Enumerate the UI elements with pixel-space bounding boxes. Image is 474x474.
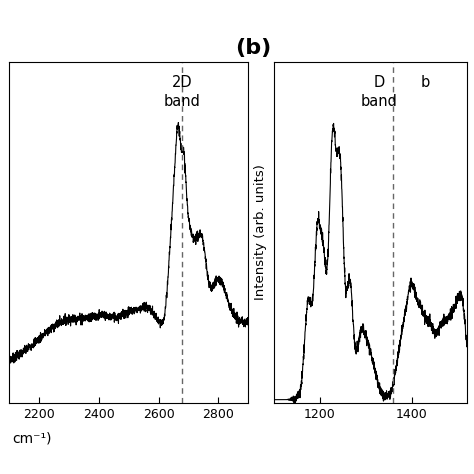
- Text: D
band: D band: [361, 75, 398, 109]
- Text: b: b: [421, 75, 430, 90]
- Text: (b): (b): [236, 38, 272, 58]
- Text: cm⁻¹): cm⁻¹): [12, 431, 51, 446]
- Text: 2D
band: 2D band: [164, 75, 201, 109]
- Y-axis label: Intensity (arb. units): Intensity (arb. units): [254, 164, 267, 300]
